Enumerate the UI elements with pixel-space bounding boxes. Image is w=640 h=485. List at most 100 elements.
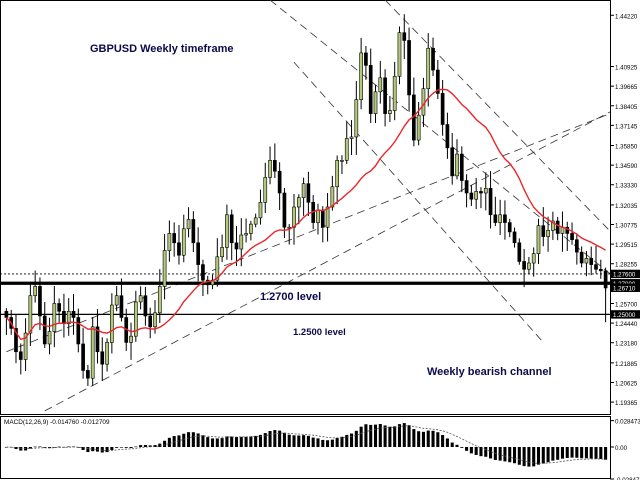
candle	[349, 120, 354, 156]
candle-body	[306, 183, 311, 203]
candle-body	[388, 110, 392, 114]
candle-body	[503, 214, 507, 223]
candle	[373, 85, 378, 124]
candle	[598, 259, 603, 279]
y-tick-label: 1.30775	[615, 223, 638, 230]
candle	[455, 139, 459, 180]
candle	[383, 69, 387, 127]
macd-bar	[565, 447, 569, 458]
macd-bar	[560, 447, 564, 459]
candle	[287, 224, 292, 245]
candle-body	[86, 370, 90, 379]
y-tick-label: 1.29515	[615, 242, 638, 249]
candle-body	[320, 209, 325, 228]
macd-bar	[57, 446, 61, 448]
candle-body	[268, 160, 272, 178]
price-marker-label: 1.26710	[613, 285, 636, 292]
candle	[335, 155, 339, 205]
macd-bar	[522, 447, 526, 467]
candle	[483, 172, 488, 211]
candle-body	[546, 230, 550, 237]
candle-body	[14, 328, 18, 353]
macd-bar	[426, 430, 430, 447]
macd-bar	[225, 436, 229, 447]
candle-body	[177, 242, 181, 256]
price-marker-label: 1.27600	[613, 271, 636, 278]
macd-bar	[134, 446, 138, 448]
candle-body	[167, 233, 172, 251]
candle-body	[584, 258, 589, 264]
macd-bar	[14, 447, 18, 450]
candle	[172, 222, 177, 257]
macd-bar	[268, 431, 272, 447]
macd-bar	[28, 447, 32, 449]
macd-bar	[536, 447, 541, 465]
macd-bar	[512, 447, 517, 464]
candle-body	[196, 242, 200, 265]
candle-body	[296, 197, 301, 208]
macd-bar	[182, 433, 186, 447]
macd-bar	[359, 426, 363, 447]
macd-bar	[19, 447, 23, 451]
y-tick-label: 1.25700	[615, 301, 638, 308]
candle-body	[239, 234, 244, 250]
macd-bar	[378, 423, 382, 447]
candle	[488, 171, 493, 229]
y-tick-label: 1.28255	[615, 262, 638, 269]
candle	[493, 196, 498, 227]
candle-body	[325, 206, 330, 228]
candle	[105, 338, 109, 372]
macd-bar	[172, 436, 176, 447]
candle-body	[373, 91, 378, 114]
macd-bar	[258, 434, 262, 447]
candle	[594, 246, 598, 274]
macd-bar	[460, 447, 464, 448]
candle-body	[335, 160, 339, 188]
candle	[244, 218, 248, 243]
macd-bar	[110, 447, 114, 450]
macd-bar	[326, 440, 330, 447]
candle-body	[38, 286, 42, 317]
candle	[76, 308, 81, 353]
candle	[503, 200, 507, 240]
macd-bar	[76, 447, 80, 448]
candle	[153, 300, 157, 334]
candle-body	[397, 32, 402, 77]
candle-body	[368, 65, 373, 114]
candle	[71, 293, 76, 335]
candle-body	[282, 192, 287, 228]
macd-bar	[498, 447, 502, 461]
candle	[28, 281, 33, 347]
macd-bar	[100, 447, 104, 453]
macd-bar	[302, 435, 306, 447]
candle-body	[421, 88, 426, 116]
macd-bar	[230, 436, 234, 447]
candle	[90, 317, 95, 386]
candle	[474, 178, 479, 210]
candle	[100, 337, 105, 381]
candle	[18, 343, 23, 375]
candle-body	[431, 47, 435, 71]
macd-bar	[421, 431, 425, 447]
macd-bar	[143, 444, 147, 447]
candle-body	[598, 268, 603, 272]
macd-bar	[81, 447, 85, 450]
candle	[536, 218, 541, 264]
candle	[234, 225, 239, 266]
candle-body	[66, 310, 71, 325]
candle	[527, 256, 531, 275]
candle-body	[416, 114, 421, 141]
candle-body	[450, 147, 455, 177]
macd-signal-line	[6, 425, 606, 464]
candle-body	[354, 99, 359, 138]
candle-body	[507, 222, 512, 233]
macd-bar	[163, 440, 167, 447]
y-tick-label: 1.24440	[615, 321, 638, 328]
candle	[450, 132, 455, 185]
candle-body	[57, 303, 61, 312]
candle	[435, 59, 440, 100]
macd-bar	[316, 438, 320, 447]
candle	[507, 218, 512, 238]
candle-body	[407, 40, 411, 96]
